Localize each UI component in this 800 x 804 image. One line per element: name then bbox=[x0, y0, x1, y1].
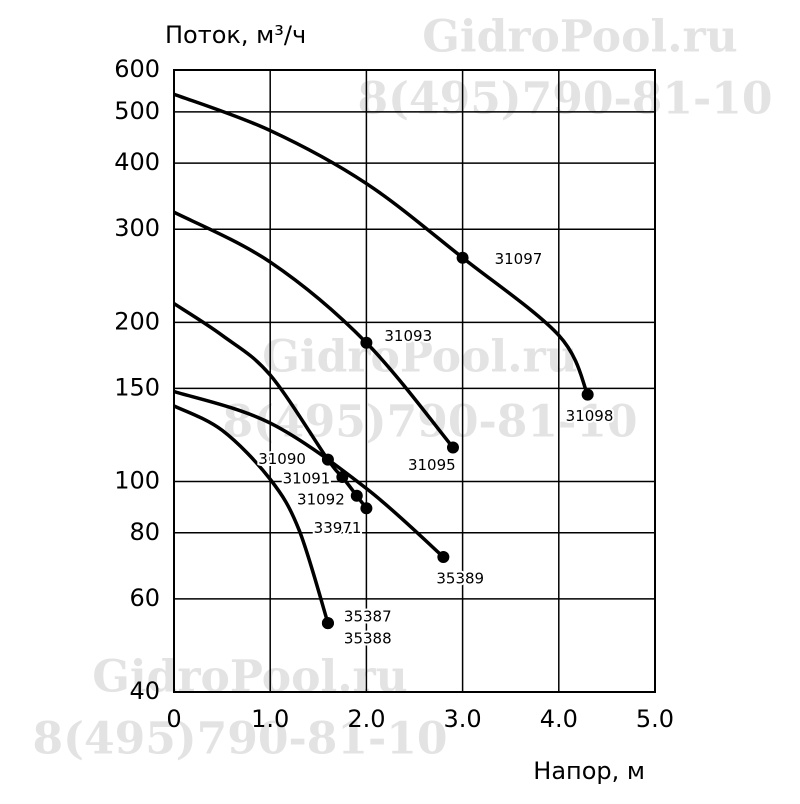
point bbox=[437, 550, 450, 563]
point-label: 31092 bbox=[297, 490, 345, 508]
y-tick-label: 600 bbox=[114, 55, 160, 83]
y-tick-label: 150 bbox=[114, 373, 160, 401]
x-tick-label: 1.0 bbox=[251, 705, 289, 733]
watermark: GidroPool.ru bbox=[92, 652, 407, 703]
y-tick-label: 80 bbox=[129, 518, 160, 546]
x-tick-label: 0 bbox=[166, 705, 181, 733]
point-label: 31095 bbox=[408, 456, 456, 474]
x-tick-label: 2.0 bbox=[347, 705, 385, 733]
point-label: 35388 bbox=[344, 630, 392, 648]
point-label: 31093 bbox=[384, 327, 432, 345]
point-label: 33971 bbox=[314, 519, 362, 537]
watermark: 8(495)790-81-10 bbox=[358, 74, 773, 125]
point bbox=[321, 453, 334, 466]
point bbox=[446, 441, 459, 454]
point-label: 35389 bbox=[436, 569, 484, 587]
x-axis-title: Напор, м bbox=[533, 757, 645, 785]
curve bbox=[173, 210, 455, 449]
curve bbox=[173, 92, 590, 396]
curve bbox=[173, 389, 445, 559]
point-label: 35387 bbox=[344, 608, 392, 626]
y-axis-title: Поток, м³/ч bbox=[165, 21, 306, 49]
y-tick-label: 40 bbox=[129, 677, 160, 705]
y-tick-label: 100 bbox=[114, 467, 160, 495]
x-tick-label: 4.0 bbox=[540, 705, 578, 733]
watermark: GidroPool.ru bbox=[422, 12, 737, 63]
point bbox=[581, 388, 594, 401]
x-tick-label: 5.0 bbox=[636, 705, 674, 733]
y-tick-label: 200 bbox=[114, 307, 160, 335]
y-tick-label: 300 bbox=[114, 214, 160, 242]
curve bbox=[173, 404, 330, 624]
plot-frame bbox=[173, 69, 656, 693]
point-label: 31091 bbox=[283, 469, 331, 487]
point-label: 31098 bbox=[566, 407, 614, 425]
watermark: 8(495)790-81-10 bbox=[33, 714, 448, 765]
point bbox=[360, 336, 373, 349]
point bbox=[321, 617, 334, 630]
y-tick-label: 400 bbox=[114, 148, 160, 176]
y-tick-label: 60 bbox=[129, 584, 160, 612]
point bbox=[456, 251, 469, 264]
x-tick-label: 3.0 bbox=[444, 705, 482, 733]
y-tick-label: 500 bbox=[114, 97, 160, 125]
point bbox=[360, 502, 373, 515]
point-label: 31097 bbox=[495, 250, 543, 268]
point-label: 31090 bbox=[258, 450, 306, 468]
point bbox=[350, 489, 363, 502]
watermark: GidroPool.ru bbox=[262, 332, 577, 383]
point bbox=[336, 470, 349, 483]
